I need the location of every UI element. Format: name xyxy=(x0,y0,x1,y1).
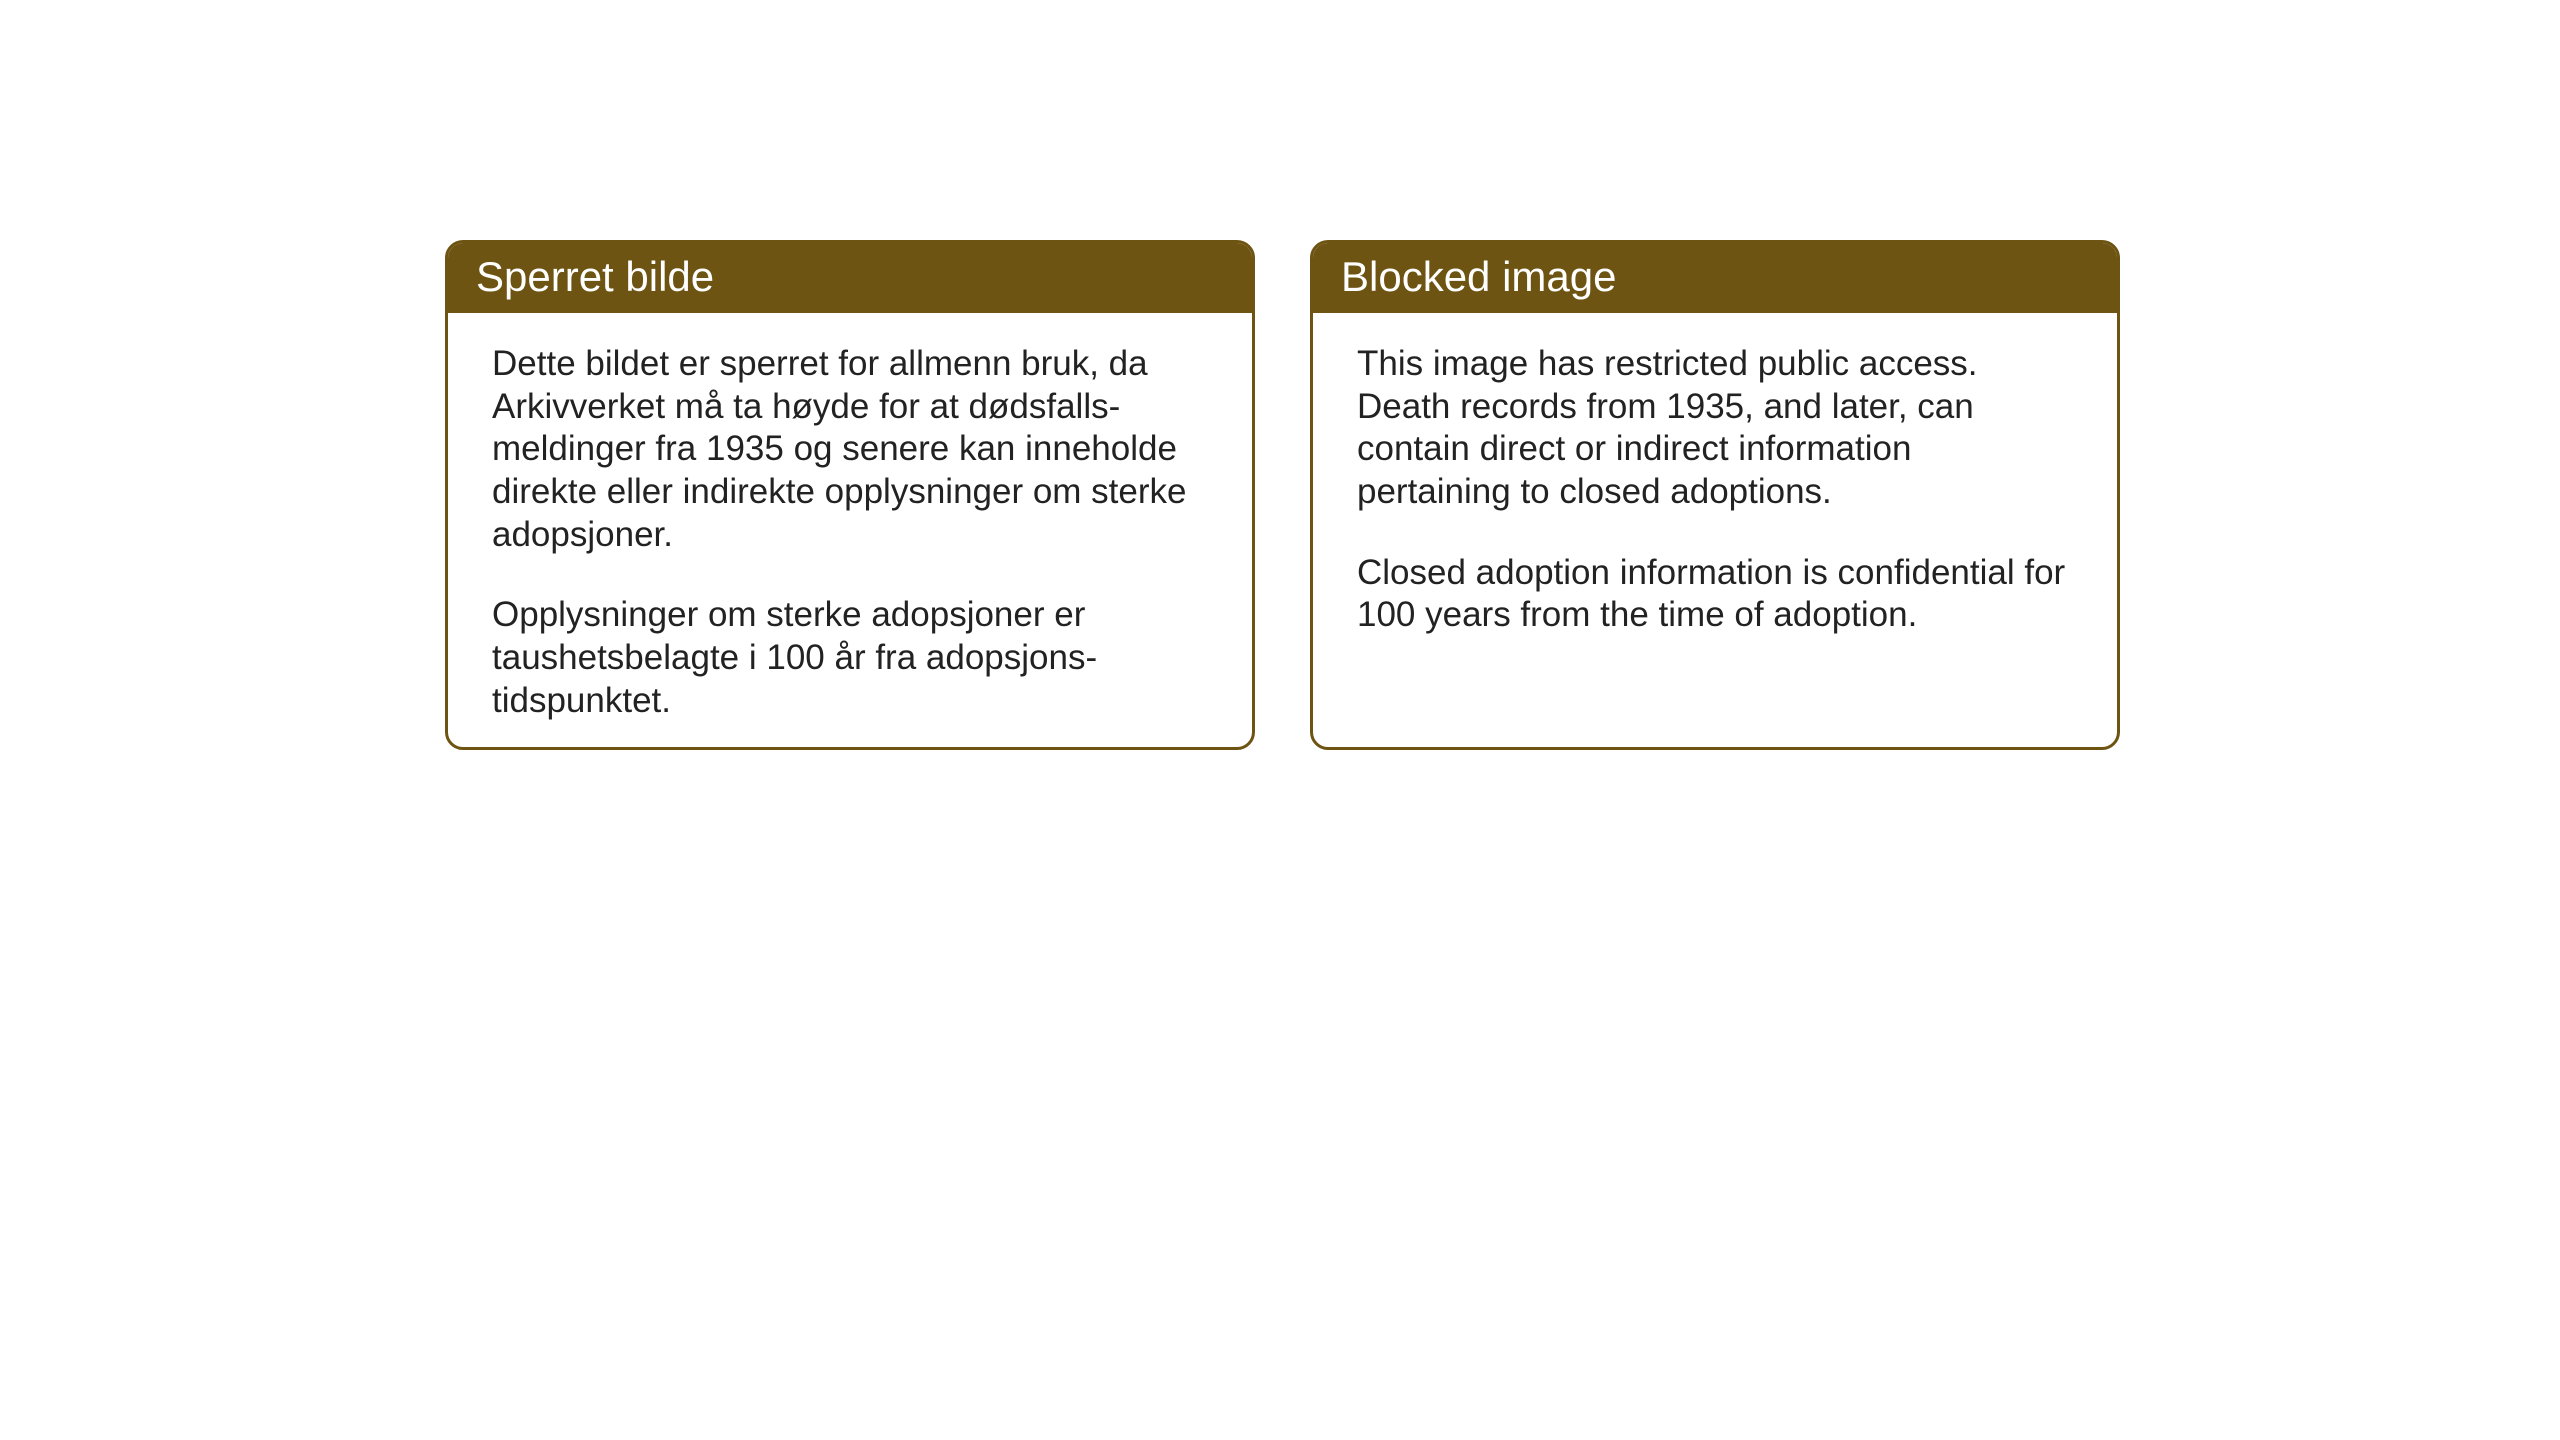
notice-card-norwegian: Sperret bilde Dette bildet er sperret fo… xyxy=(445,240,1255,750)
card-body-english: This image has restricted public access.… xyxy=(1313,313,2117,667)
card-paragraph-english-1: This image has restricted public access.… xyxy=(1357,343,2073,514)
card-paragraph-norwegian-1: Dette bildet er sperret for allmenn bruk… xyxy=(492,343,1208,556)
card-paragraph-english-2: Closed adoption information is confident… xyxy=(1357,552,2073,637)
card-title-norwegian: Sperret bilde xyxy=(476,253,714,300)
card-header-norwegian: Sperret bilde xyxy=(448,243,1252,313)
card-title-english: Blocked image xyxy=(1341,253,1616,300)
card-paragraph-norwegian-2: Opplysninger om sterke adopsjoner er tau… xyxy=(492,594,1208,722)
notice-card-english: Blocked image This image has restricted … xyxy=(1310,240,2120,750)
notice-card-container: Sperret bilde Dette bildet er sperret fo… xyxy=(445,240,2120,750)
card-header-english: Blocked image xyxy=(1313,243,2117,313)
card-body-norwegian: Dette bildet er sperret for allmenn bruk… xyxy=(448,313,1252,750)
